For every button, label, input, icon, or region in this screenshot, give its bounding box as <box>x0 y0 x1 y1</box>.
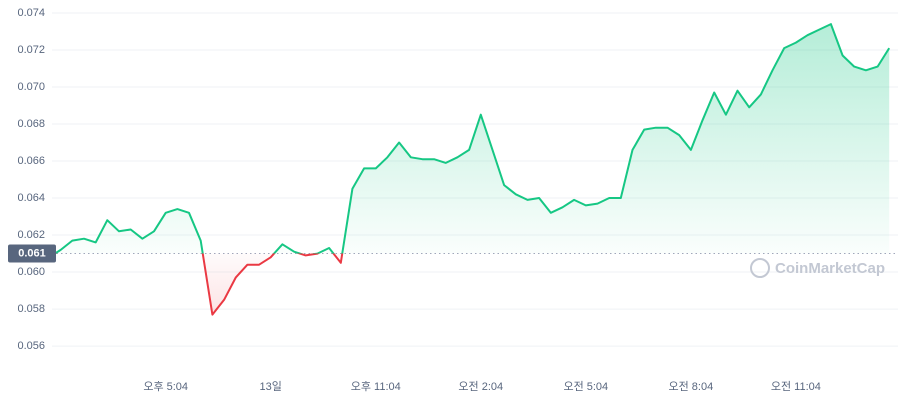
x-tick-label: 13일 <box>260 379 282 393</box>
x-tick-label: 오전 11:04 <box>771 380 821 393</box>
y-tick-label: 0.068 <box>17 118 45 130</box>
y-tick-label: 0.062 <box>17 229 45 241</box>
x-tick-label: 오전 5:04 <box>563 380 608 393</box>
watermark-text: CoinMarketCap <box>775 260 885 277</box>
y-tick-label: 0.058 <box>17 303 45 315</box>
price-area <box>49 24 890 315</box>
watermark-logo <box>750 258 770 278</box>
price-line <box>48 23 891 316</box>
y-tick-label: 0.070 <box>17 81 45 93</box>
y-tick-label: 0.074 <box>17 7 45 19</box>
x-tick-label: 오전 2:04 <box>458 380 503 393</box>
y-tick-label: 0.072 <box>17 44 45 56</box>
x-tick-label: 오후 11:04 <box>351 380 401 393</box>
y-tick-label: 0.056 <box>17 340 45 352</box>
y-tick-label: 0.060 <box>17 266 45 278</box>
x-tick-label: 오후 5:04 <box>143 380 188 393</box>
y-tick-label: 0.064 <box>17 192 45 204</box>
x-tick-label: 오전 8:04 <box>668 380 713 393</box>
watermark: CoinMarketCap <box>750 258 885 278</box>
baseline-label: 0.061 <box>18 247 46 259</box>
y-tick-label: 0.066 <box>17 155 45 167</box>
baseline-label-box <box>8 244 56 263</box>
